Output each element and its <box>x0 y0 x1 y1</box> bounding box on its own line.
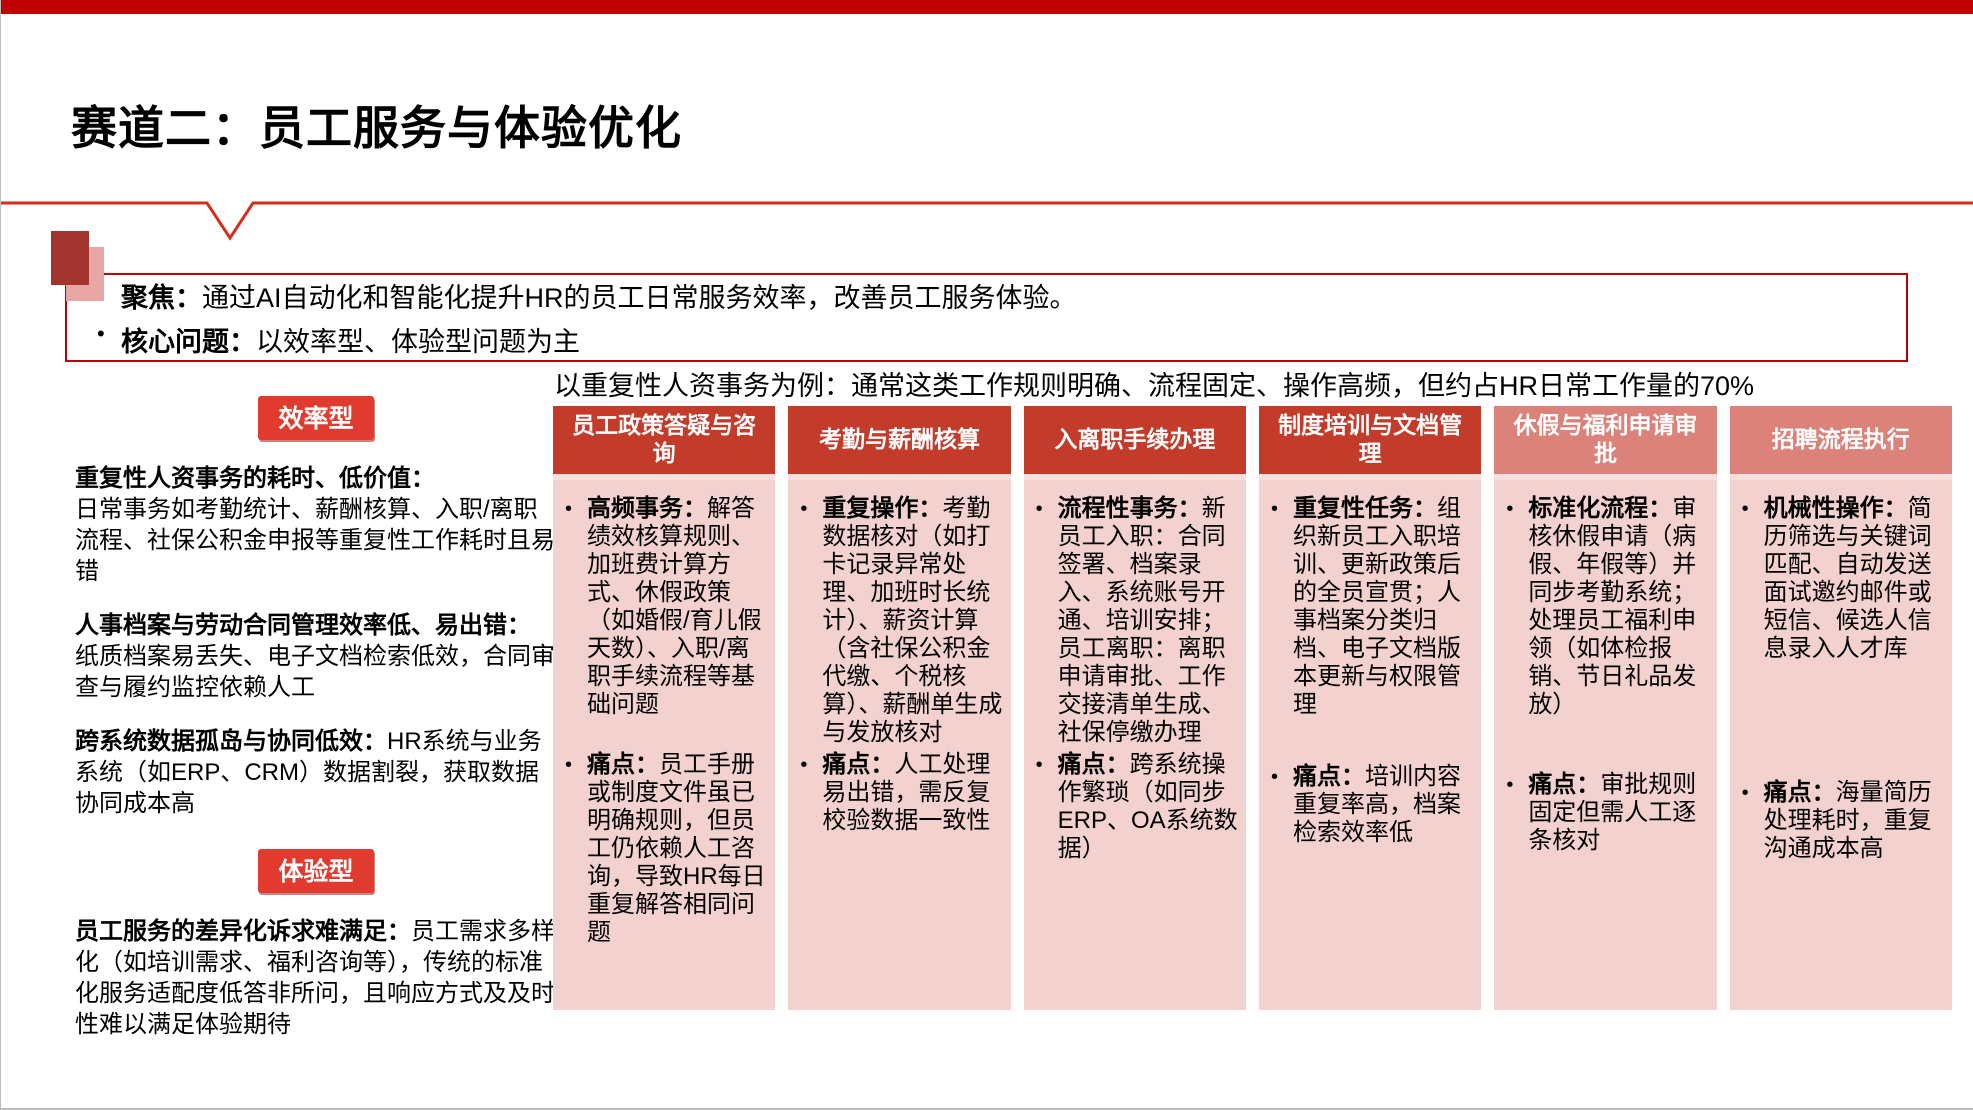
item-label: 痛点： <box>1763 779 1836 806</box>
decor-square-dark <box>51 231 89 285</box>
item-text: 组织新员工入职培训、更新政策后的全员宣贯；人事档案分类归档、电子文档版本更新与权… <box>1292 495 1461 718</box>
item-label: 机械性操作： <box>1763 495 1908 522</box>
column-recruiting-header: 招聘流程执行 <box>1729 406 1952 474</box>
bullet-item-pain: 痛点：人工处理易出错，需反复校验数据一致性 <box>798 751 1002 835</box>
bullet-item-pain: 痛点：跨系统操作繁琐（如同步ERP、OA系统数据） <box>1034 751 1238 863</box>
column-attendance-payroll: 考勤与薪酬核算 重复操作：考勤数据核对（如打卡记录异常处理、加班时长统计）、薪资… <box>788 406 1011 1010</box>
sidebar-paragraph-archives: 人事档案与劳动合同管理效率低、易出错： 纸质档案易丢失、电子文档检索低效，合同审查… <box>75 610 557 703</box>
efficiency-badge: 效率型 <box>258 396 374 440</box>
item-text: 海量简历处理耗时，重复沟通成本高 <box>1763 779 1932 862</box>
item-text: 人工处理易出错，需反复校验数据一致性 <box>822 751 991 834</box>
column-recruiting-body: 机械性操作：简历筛选与关键词匹配、自动发送面试邀约邮件或短信、候选人信息录入人才… <box>1729 474 1952 1010</box>
item-text: 审批规则固定但需人工逐条核对 <box>1528 771 1697 854</box>
column-training-docs-header: 制度培训与文档管理 <box>1258 406 1482 474</box>
focus-bullet-1: 聚焦：通过AI自动化和智能化提升HR的员工日常服务效率，改善员工服务体验。 <box>95 276 1906 315</box>
efficiency-badge-row: 效率型 <box>75 396 557 440</box>
item-label: 重复性任务： <box>1292 495 1437 522</box>
column-training-docs-body: 重复性任务：组织新员工入职培训、更新政策后的全员宣贯；人事档案分类归档、电子文档… <box>1258 474 1482 1010</box>
item-label: 流程性事务： <box>1057 495 1202 522</box>
column-attendance-payroll-body: 重复操作：考勤数据核对（如打卡记录异常处理、加班时长统计）、薪资计算（含社保公积… <box>788 474 1011 1010</box>
sidebar-paragraph-4-label: 员工服务的差异化诉求难满足： <box>75 918 411 945</box>
item-text: 员工手册或制度文件虽已明确规则，但员工仍依赖人工咨询，导致HR每日重复解答相同问… <box>587 751 766 946</box>
column-attendance-payroll-header: 考勤与薪酬核算 <box>788 406 1011 474</box>
column-leave-benefits: 休假与福利申请审批 标准化流程：审核休假申请（病假、年假等）并同步考勤系统；处理… <box>1494 406 1717 1010</box>
focus-box: 聚焦：通过AI自动化和智能化提升HR的员工日常服务效率，改善员工服务体验。 核心… <box>65 273 1908 362</box>
sidebar-paragraph-repetitive-tasks: 重复性人资事务的耗时、低价值： 日常事务如考勤统计、薪酬核算、入职/离职流程、社保… <box>75 463 557 587</box>
bullet-item-pain: 痛点：海量简历处理耗时，重复沟通成本高 <box>1740 779 1944 863</box>
column-policy-qa: 员工政策答疑与咨询 高频事务：解答绩效核算规则、加班费计算方式、休假政策（如婚假… <box>553 406 776 1010</box>
column-policy-qa-body: 高频事务：解答绩效核算规则、加班费计算方式、休假政策（如婚假/育儿假天数）、入职… <box>553 474 776 1010</box>
column-onboarding-offboarding: 入离职手续办理 流程性事务：新员工入职：合同签署、档案录入、系统账号开通、培训安… <box>1023 406 1246 1010</box>
bullet-item-task: 重复操作：考勤数据核对（如打卡记录异常处理、加班时长统计）、薪资计算（含社保公积… <box>798 495 1002 747</box>
task-columns-grid: 员工政策答疑与咨询 高频事务：解答绩效核算规则、加班费计算方式、休假政策（如婚假… <box>553 406 1952 1010</box>
item-text: 新员工入职：合同签署、档案录入、系统账号开通、培训安排；员工离职：离职申请审批、… <box>1057 495 1226 746</box>
sidebar-paragraph-4-text: 员工需求多样化（如培训需求、福利咨询等），传统的标准化服务适配度低答非所问，且响… <box>75 918 555 1038</box>
sidebar-paragraph-3-label: 跨系统数据孤岛与协同低效： <box>75 728 387 755</box>
sidebar-paragraph-1-text: 日常事务如考勤统计、薪酬核算、入职/离职流程、社保公积金申报等重复性工作耗时且易… <box>75 496 555 585</box>
sidebar-paragraph-3-text: HR系统与业务系统（如ERP、CRM）数据割裂，获取数据协同成本高 <box>75 728 542 817</box>
bullet-item-pain: 痛点：培训内容重复率高，档案检索效率低 <box>1269 763 1473 847</box>
top-accent-bar <box>1 0 1973 14</box>
item-label: 痛点： <box>1292 763 1365 790</box>
item-label: 痛点： <box>587 751 659 778</box>
focus-bullet-2-text: 以效率型、体验型问题为主 <box>256 327 580 357</box>
sidebar-paragraph-1-label: 重复性人资事务的耗时、低价值： <box>75 465 435 492</box>
bullet-item-task: 重复性任务：组织新员工入职培训、更新政策后的全员宣贯；人事档案分类归档、电子文档… <box>1269 495 1473 719</box>
focus-bullet-1-text: 通过AI自动化和智能化提升HR的员工日常服务效率，改善员工服务体验。 <box>202 283 1077 313</box>
sidebar-paragraph-2-text: 纸质档案易丢失、电子文档检索低效，合同审查与履约监控依赖人工 <box>75 643 555 701</box>
bullet-item-pain: 痛点：审批规则固定但需人工逐条核对 <box>1504 771 1708 855</box>
column-recruiting: 招聘流程执行 机械性操作：简历筛选与关键词匹配、自动发送面试邀约邮件或短信、候选… <box>1729 406 1952 1010</box>
item-label: 高频事务： <box>587 495 707 522</box>
item-label: 重复操作： <box>822 495 943 522</box>
column-training-docs: 制度培训与文档管理 重复性任务：组织新员工入职培训、更新政策后的全员宣贯；人事档… <box>1258 406 1482 1010</box>
focus-bullet-2-label: 核心问题： <box>121 327 256 357</box>
bullet-item-task: 流程性事务：新员工入职：合同签署、档案录入、系统账号开通、培训安排；员工离职：离… <box>1034 495 1238 747</box>
sidebar-paragraph-2-label: 人事档案与劳动合同管理效率低、易出错： <box>75 612 531 639</box>
column-onboarding-offboarding-body: 流程性事务：新员工入职：合同签署、档案录入、系统账号开通、培训安排；员工离职：离… <box>1023 474 1246 1010</box>
item-text: 考勤数据核对（如打卡记录异常处理、加班时长统计）、薪资计算（含社保公积金代缴、个… <box>822 495 1003 746</box>
item-label: 痛点： <box>1057 751 1130 778</box>
bullet-item-task: 标准化流程：审核休假申请（病假、年假等）并同步考勤系统；处理员工福利申领（如体检… <box>1504 495 1708 719</box>
column-leave-benefits-header: 休假与福利申请审批 <box>1494 406 1717 474</box>
item-text: 审核休假申请（病假、年假等）并同步考勤系统；处理员工福利申领（如体检报销、节日礼… <box>1528 495 1697 718</box>
item-text: 简历筛选与关键词匹配、自动发送面试邀约邮件或短信、候选人信息录入人才库 <box>1763 495 1932 662</box>
item-text: 培训内容重复率高，档案检索效率低 <box>1292 763 1461 846</box>
item-label: 痛点： <box>822 751 895 778</box>
column-leave-benefits-body: 标准化流程：审核休假申请（病假、年假等）并同步考勤系统；处理员工福利申领（如体检… <box>1494 474 1717 1010</box>
experience-badge: 体验型 <box>258 849 374 893</box>
page-title: 赛道二：员工服务与体验优化 <box>71 102 682 154</box>
bullet-item-task: 机械性操作：简历筛选与关键词匹配、自动发送面试邀约邮件或短信、候选人信息录入人才… <box>1740 495 1944 663</box>
focus-bullet-1-label: 聚焦： <box>121 283 202 313</box>
column-policy-qa-header: 员工政策答疑与咨询 <box>553 406 776 474</box>
pain-points-sidebar: 效率型 重复性人资事务的耗时、低价值： 日常事务如考勤统计、薪酬核算、入职/离职流… <box>75 396 557 1040</box>
item-label: 标准化流程： <box>1528 495 1673 522</box>
experience-badge-row: 体验型 <box>75 849 557 893</box>
focus-bullet-2: 核心问题：以效率型、体验型问题为主 <box>95 320 1906 359</box>
sidebar-paragraph-data-silos: 跨系统数据孤岛与协同低效：HR系统与业务系统（如ERP、CRM）数据割裂，获取数… <box>75 726 557 819</box>
bullet-item-task: 高频事务：解答绩效核算规则、加班费计算方式、休假政策（如婚假/育儿假天数）、入职… <box>563 495 767 719</box>
item-label: 痛点： <box>1528 771 1601 798</box>
bullet-item-pain: 痛点：员工手册或制度文件虽已明确规则，但员工仍依赖人工咨询，导致HR每日重复解答… <box>563 751 767 947</box>
column-onboarding-offboarding-header: 入离职手续办理 <box>1023 406 1246 474</box>
sidebar-paragraph-differentiated-needs: 员工服务的差异化诉求难满足：员工需求多样化（如培训需求、福利咨询等），传统的标准… <box>75 916 557 1040</box>
columns-intro-text: 以重复性人资事务为例：通常这类工作规则明确、流程固定、操作高频，但约占HR日常工… <box>554 371 1755 401</box>
item-text: 解答绩效核算规则、加班费计算方式、休假政策（如婚假/育儿假天数）、入职/离职手续… <box>587 495 762 718</box>
title-underline-notch <box>1 201 1973 241</box>
item-text: 跨系统操作繁琐（如同步ERP、OA系统数据） <box>1057 751 1238 862</box>
